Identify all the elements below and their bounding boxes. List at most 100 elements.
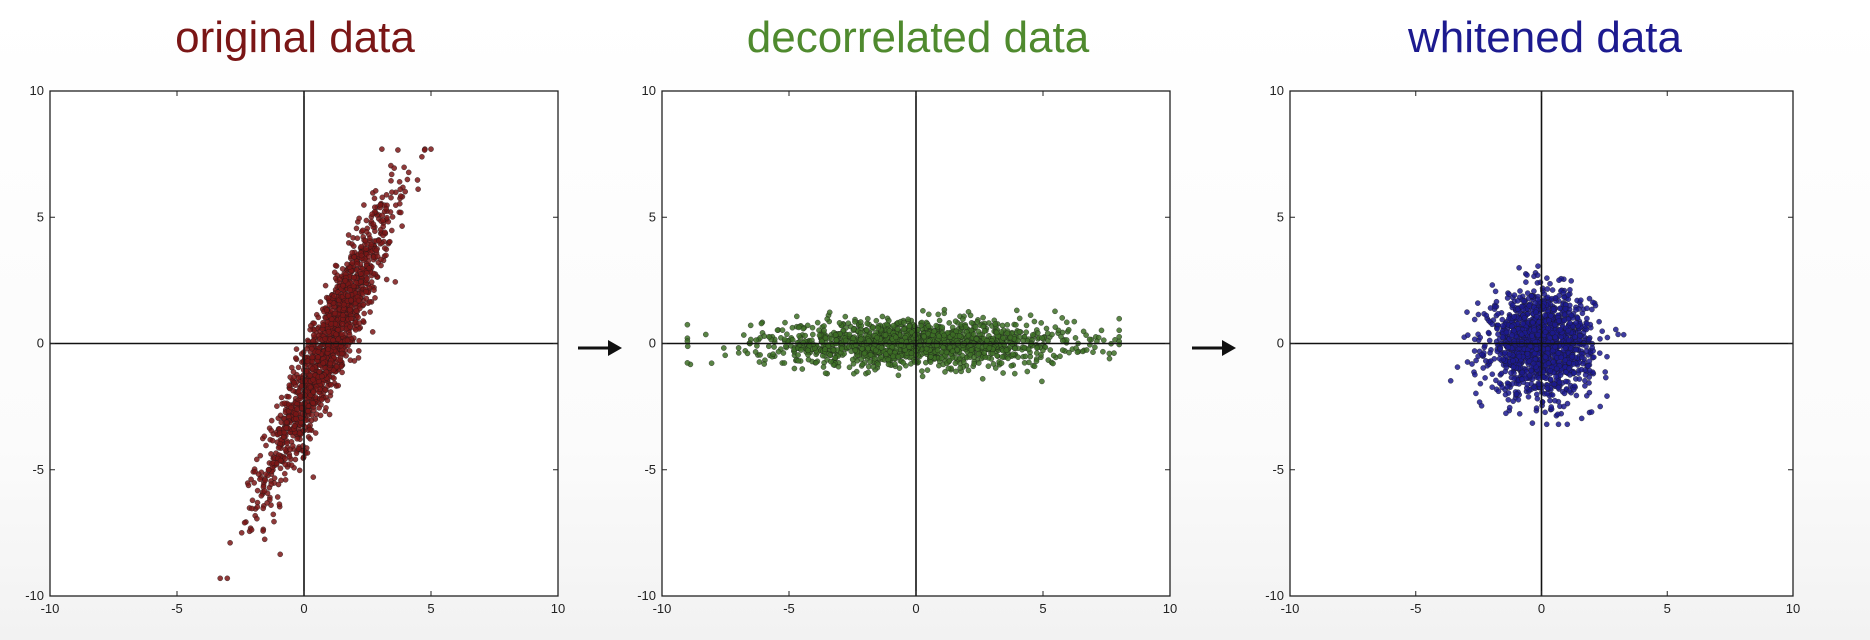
data-point <box>327 389 334 395</box>
data-point <box>369 211 375 217</box>
data-point <box>1066 349 1072 356</box>
data-point <box>395 147 401 153</box>
data-point <box>1586 358 1593 364</box>
data-point <box>926 311 932 318</box>
x-tick-label: 0 <box>1538 601 1545 616</box>
data-point <box>1499 316 1506 323</box>
data-point <box>315 354 321 360</box>
data-point <box>1478 403 1485 409</box>
data-point <box>870 324 876 331</box>
data-point <box>1548 313 1554 319</box>
data-point <box>968 347 975 353</box>
data-point <box>774 327 781 333</box>
data-point <box>918 322 924 329</box>
data-point <box>805 356 812 363</box>
data-point <box>1544 275 1550 281</box>
data-point <box>1548 404 1554 410</box>
data-point <box>217 575 223 582</box>
data-point <box>1565 327 1572 334</box>
data-point <box>1566 365 1572 372</box>
x-tick-label: 5 <box>1039 601 1046 616</box>
data-point <box>251 480 257 486</box>
data-point <box>295 364 302 371</box>
data-point <box>1586 295 1593 302</box>
data-point <box>397 186 403 193</box>
data-point <box>348 297 354 304</box>
data-point <box>383 276 390 283</box>
data-point <box>1592 302 1599 309</box>
data-point <box>366 253 372 260</box>
y-tick-label: 5 <box>1277 209 1284 224</box>
data-point <box>1506 291 1512 298</box>
data-point <box>879 313 886 320</box>
data-point <box>1475 300 1481 306</box>
data-point <box>1058 333 1064 340</box>
data-point <box>353 307 360 314</box>
data-point <box>1502 368 1509 375</box>
data-point <box>971 354 977 361</box>
data-point <box>919 373 926 380</box>
data-point <box>282 461 289 468</box>
data-point <box>398 209 404 216</box>
data-point <box>1597 403 1603 410</box>
data-point <box>1586 380 1592 386</box>
data-point <box>296 388 302 395</box>
data-point <box>331 293 337 299</box>
data-point <box>842 337 849 344</box>
y-tick-label: 0 <box>1277 336 1284 351</box>
data-point <box>1039 335 1045 341</box>
data-point <box>1578 415 1585 422</box>
data-point <box>1520 320 1526 327</box>
data-point <box>851 326 857 332</box>
data-point <box>348 315 354 322</box>
data-point <box>369 329 376 335</box>
data-point <box>878 354 884 360</box>
data-point <box>943 349 950 356</box>
data-point <box>331 269 338 276</box>
data-point <box>827 352 833 358</box>
data-point <box>358 278 364 285</box>
data-point <box>1472 371 1478 378</box>
data-point <box>1012 370 1018 377</box>
data-point <box>906 323 913 330</box>
data-point <box>254 456 260 463</box>
data-point <box>333 331 339 338</box>
data-point <box>271 475 278 481</box>
data-point <box>339 369 345 376</box>
y-tick-label: 0 <box>649 336 656 351</box>
data-point <box>1542 409 1548 416</box>
data-point <box>1043 325 1050 332</box>
data-point <box>900 360 907 366</box>
data-point <box>414 177 421 183</box>
data-point <box>262 477 268 484</box>
data-point <box>309 345 315 352</box>
data-point <box>858 336 864 343</box>
data-point <box>421 147 428 153</box>
data-point <box>946 357 953 364</box>
data-point <box>1485 329 1492 336</box>
data-point <box>224 575 231 582</box>
data-point <box>1000 370 1006 376</box>
data-point <box>1503 329 1510 336</box>
data-point <box>1495 331 1501 337</box>
y-tick-label: -5 <box>32 462 44 477</box>
data-point <box>1552 397 1558 404</box>
data-point <box>757 352 763 358</box>
data-point <box>870 364 876 370</box>
data-point <box>1524 351 1531 357</box>
data-point <box>1568 278 1574 284</box>
data-point <box>1509 323 1515 330</box>
y-tick-label: -10 <box>637 588 656 603</box>
data-point <box>319 373 325 380</box>
data-point <box>345 293 351 299</box>
data-point <box>363 270 370 276</box>
data-point <box>721 345 727 351</box>
data-point <box>275 445 282 451</box>
data-point <box>684 343 691 350</box>
data-point <box>276 501 283 507</box>
data-point <box>1495 311 1501 317</box>
data-point <box>941 306 948 313</box>
data-point <box>1604 353 1610 360</box>
data-point <box>766 334 772 340</box>
data-point <box>874 334 880 341</box>
